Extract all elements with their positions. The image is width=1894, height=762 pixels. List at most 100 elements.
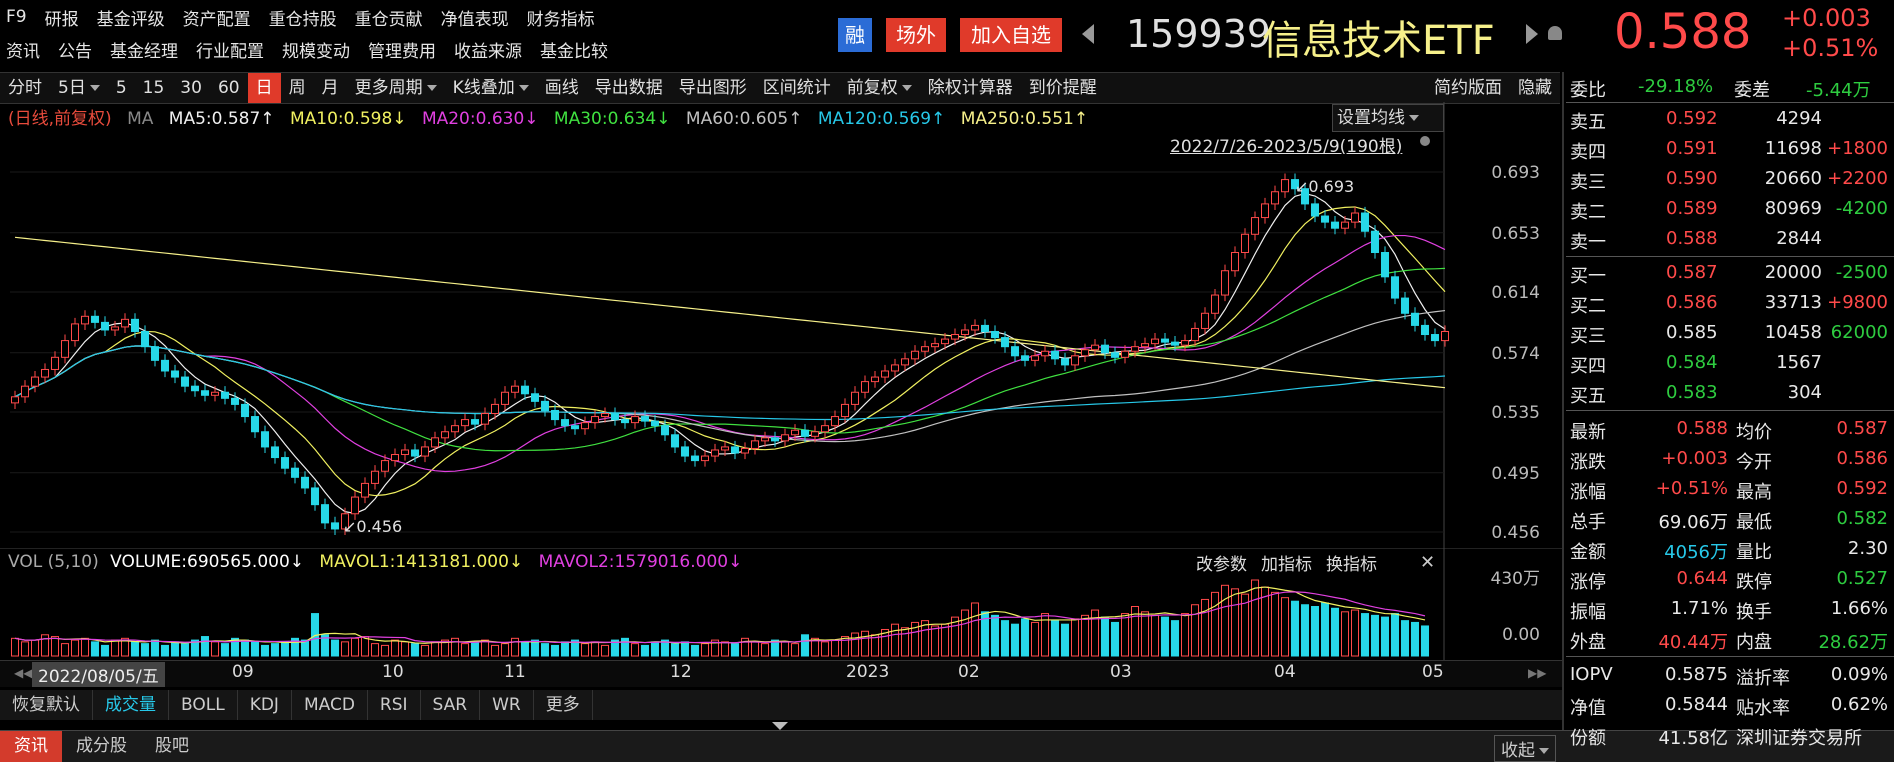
menu-item[interactable]: 资产配置 [182,9,251,30]
candle [1151,338,1159,345]
price-tick: 0.653 [1491,224,1540,244]
period-tab[interactable]: 分时 [8,78,42,98]
candle [211,391,219,396]
candle [1121,350,1129,358]
pin-icon[interactable] [1420,136,1430,146]
toolbar-item[interactable]: 导出图形 [678,78,747,98]
menu-item[interactable]: 管理费用 [368,41,436,62]
ask-price: 0.591 [1666,138,1718,159]
menu-item[interactable]: 公告 [58,41,92,62]
status-tab[interactable]: 股吧 [155,736,189,756]
divider [1566,656,1894,657]
period-tab[interactable]: 周 [288,78,306,98]
rong-badge[interactable]: 融 [838,18,872,52]
toolbar-item[interactable]: K线叠加 [445,73,537,103]
volume-bar [921,620,929,657]
volume-bar [381,644,389,657]
volume-bar [1001,620,1009,657]
volume-bar [561,641,569,657]
candle [771,437,779,442]
menu-item[interactable]: 净值表现 [440,9,509,30]
low-label: ↙0.456 [343,517,402,536]
toolbar-right-item[interactable]: 隐藏 [1518,78,1552,98]
menu-item[interactable]: 基金经理 [110,41,178,62]
menu-item[interactable]: F9 [6,7,27,27]
candle [871,376,879,383]
indicator-tab[interactable]: BOLL [169,690,238,720]
menu-item[interactable]: 重仓持股 [268,9,337,30]
menu-item[interactable]: 基金比较 [540,41,608,62]
status-tab[interactable]: 成分股 [76,736,127,756]
period-tab[interactable]: 5日 [50,73,108,103]
candle [81,315,89,325]
candle [221,391,229,399]
indicator-tab[interactable]: SAR [421,690,481,720]
toolbar-right-item[interactable]: 简约版面 [1434,78,1502,98]
scroll-right-icon[interactable]: ▶▶ [1528,666,1547,680]
date-label: 03 [1110,662,1132,682]
volume-button[interactable]: 加指标 [1261,555,1312,575]
candle [551,409,559,421]
changwai-button[interactable]: 场外 [886,18,946,52]
volume-bar [881,628,889,657]
volume-bar [1191,604,1199,657]
bid-price: 0.585 [1666,322,1718,343]
scroll-left-icon[interactable]: ◀◀ [14,666,33,680]
collapse-button[interactable]: 收起 [1494,735,1556,762]
candle [1111,352,1119,358]
candle [111,326,119,331]
divider [1566,256,1894,257]
period-tab[interactable]: 60 [217,78,240,98]
indicator-tab[interactable]: KDJ [238,690,292,720]
toolbar-item[interactable]: 前复权 [839,73,920,103]
next-arrow-icon[interactable] [1526,24,1538,44]
indicator-tab[interactable]: RSI [368,690,421,720]
toolbar-item[interactable]: 导出数据 [594,78,663,98]
menu-item[interactable]: 研报 [44,9,79,30]
stat-value: 0.588 [1676,418,1728,439]
volume-bar [1131,606,1139,657]
volume-bar [1351,609,1359,657]
prev-arrow-icon[interactable] [1082,24,1094,44]
volume-button[interactable]: 改参数 [1196,555,1247,575]
bell-icon[interactable] [1548,26,1562,40]
menu-item[interactable]: 基金评级 [96,9,165,30]
menu-item[interactable]: 财务指标 [526,9,595,30]
period-tab[interactable]: 日 [247,73,281,103]
indicator-tab[interactable]: 恢复默认 [0,690,93,720]
period-tab[interactable]: 5 [115,78,127,98]
toolbar-item[interactable]: 除权计算器 [927,78,1013,98]
extra-label: 份额 [1570,728,1606,749]
menu-item[interactable]: 收益来源 [454,41,522,62]
indicator-tab[interactable]: 成交量 [93,690,169,720]
candle [841,403,849,418]
volume-chart[interactable]: 430万 0.00 [0,548,1562,660]
period-tab[interactable]: 月 [321,78,339,98]
menu-item[interactable]: 行业配置 [196,41,264,62]
volume-bar [451,637,459,657]
menu-item[interactable]: 资讯 [6,41,40,62]
toolbar-item[interactable]: 区间统计 [762,78,831,98]
close-icon[interactable]: ✕ [1420,552,1436,573]
toolbar-item[interactable]: 更多周期 [347,73,445,103]
kline-chart[interactable]: 0.693 0.653 0.614 0.574 0.535 0.495 0.456 ↙0.69… [0,102,1562,548]
status-tab[interactable]: 资讯 [0,731,62,762]
indicator-tab[interactable]: WR [480,690,534,720]
indicator-tab[interactable]: 更多 [534,690,593,720]
volume-bar [1371,614,1379,657]
collapse-arrow-icon[interactable] [772,722,788,730]
candle [1101,344,1109,354]
period-tab[interactable]: 30 [180,78,202,98]
candle [821,425,829,433]
add-watch-button[interactable]: 加入自选 [960,18,1062,52]
volume-bar [831,639,839,657]
period-tab[interactable]: 15 [142,78,165,98]
menu-item[interactable]: 规模变动 [282,41,350,62]
ma-settings-button[interactable]: 设置均线 [1332,104,1444,132]
candle [1321,215,1329,223]
volume-button[interactable]: 换指标 [1326,555,1377,575]
indicator-tab[interactable]: MACD [292,690,368,720]
menu-item[interactable]: 重仓贡献 [354,9,423,30]
toolbar-item[interactable]: 画线 [544,78,579,98]
toolbar-item[interactable]: 到价提醒 [1028,78,1097,98]
